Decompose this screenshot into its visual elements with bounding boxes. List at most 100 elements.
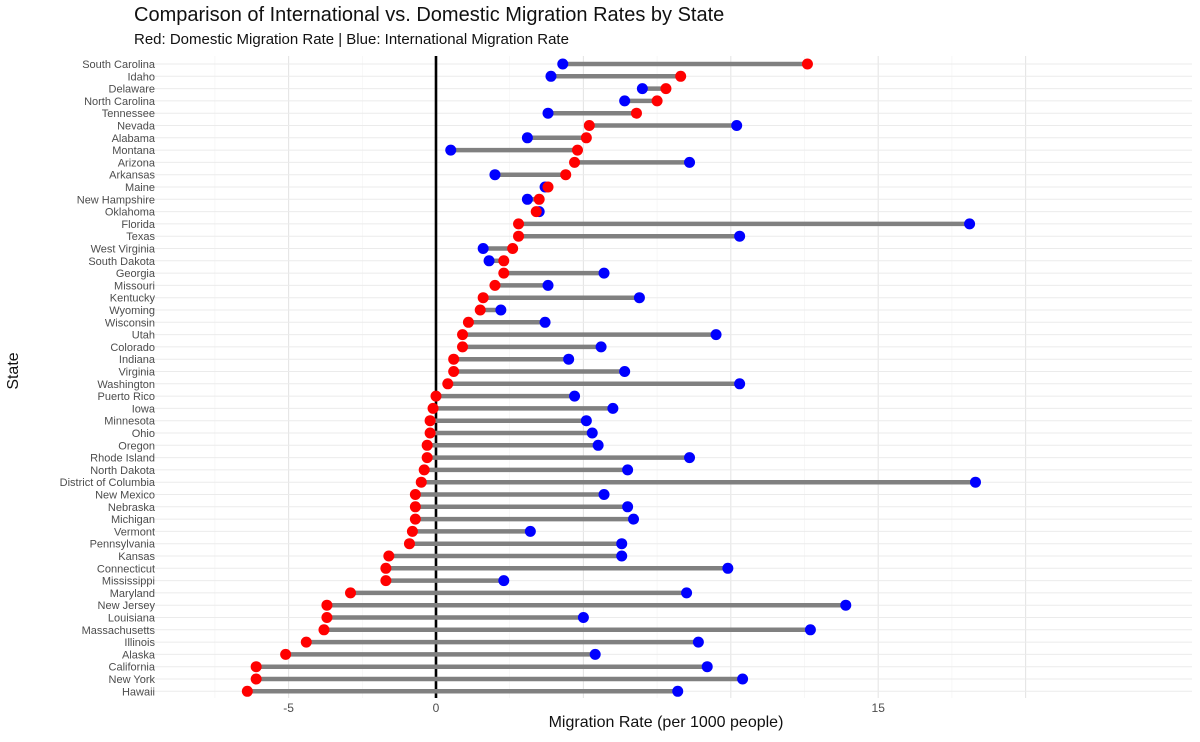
international-point-georgia — [598, 267, 610, 279]
domestic-point-michigan — [409, 513, 421, 525]
x-axis-label: Migration Rate (per 1000 people) — [548, 714, 784, 731]
domestic-point-idaho — [675, 70, 687, 82]
domestic-point-minnesota — [424, 415, 436, 427]
international-point-washington — [734, 378, 746, 390]
international-point-utah — [710, 329, 722, 341]
international-point-south-carolina — [557, 58, 569, 70]
international-point-kentucky — [633, 292, 645, 304]
international-point-missouri — [542, 279, 554, 291]
domestic-point-tennessee — [630, 107, 642, 119]
y-tick-label: New Hampshire — [77, 194, 155, 206]
domestic-point-texas — [513, 230, 525, 242]
international-point-alabama — [521, 132, 533, 144]
international-point-new-mexico — [598, 489, 610, 500]
international-point-massachusetts — [804, 624, 816, 636]
y-tick-label: Idaho — [127, 71, 155, 83]
y-tick-label: Illinois — [124, 637, 155, 649]
y-tick-label: Montana — [112, 145, 156, 157]
international-point-new-york — [737, 673, 749, 685]
y-tick-label: Hawaii — [122, 686, 155, 698]
y-tick-label: South Carolina — [82, 59, 156, 71]
international-point-virginia — [619, 366, 631, 377]
y-tick-label: Maryland — [110, 588, 155, 600]
international-point-maryland — [681, 587, 693, 599]
y-tick-label: Delaware — [109, 84, 155, 96]
y-tick-label: District of Columbia — [60, 477, 156, 489]
y-tick-label: Vermont — [114, 526, 155, 538]
domestic-point-arizona — [569, 156, 581, 168]
domestic-point-indiana — [448, 353, 460, 365]
y-tick-label: Iowa — [132, 403, 156, 415]
y-tick-label: Texas — [126, 231, 155, 243]
domestic-point-oklahoma — [530, 206, 542, 218]
international-point-oregon — [592, 439, 604, 451]
y-tick-label: Alaska — [122, 649, 156, 661]
y-tick-label: New Jersey — [98, 600, 156, 612]
international-point-nevada — [731, 120, 743, 131]
international-point-west-virginia — [477, 243, 489, 254]
domestic-point-massachusetts — [318, 624, 330, 636]
y-tick-label: Nebraska — [108, 502, 156, 514]
x-tick-label: 15 — [872, 701, 886, 715]
domestic-point-hawaii — [241, 685, 253, 697]
y-tick-label: Ohio — [132, 428, 155, 440]
international-point-south-dakota — [483, 255, 495, 267]
international-point-montana — [445, 144, 457, 156]
international-point-connecticut — [722, 562, 734, 574]
international-point-idaho — [545, 70, 557, 82]
international-point-north-carolina — [619, 95, 631, 107]
domestic-point-florida — [513, 218, 525, 230]
domestic-point-north-carolina — [651, 95, 663, 107]
domestic-point-south-dakota — [498, 255, 510, 267]
domestic-point-virginia — [448, 366, 460, 377]
y-tick-label: Oklahoma — [105, 207, 156, 219]
y-tick-label: Utah — [132, 330, 155, 342]
international-point-arkansas — [489, 169, 501, 181]
y-tick-label: Kentucky — [110, 293, 156, 305]
y-tick-label: Colorado — [110, 342, 155, 354]
domestic-point-kansas — [383, 550, 395, 562]
domestic-point-new-mexico — [409, 489, 421, 500]
domestic-point-new-jersey — [321, 599, 333, 611]
y-tick-label: Arkansas — [109, 170, 155, 182]
international-point-north-dakota — [622, 464, 634, 476]
international-point-district-of-columbia — [969, 476, 981, 488]
domestic-point-nebraska — [409, 501, 421, 513]
domestic-point-iowa — [427, 402, 439, 414]
international-point-kansas — [616, 550, 628, 562]
international-point-new-jersey — [840, 599, 852, 611]
y-tick-label: Massachusetts — [82, 625, 156, 637]
domestic-point-puerto-rico — [430, 390, 442, 402]
domestic-point-washington — [442, 378, 454, 390]
international-point-minnesota — [580, 415, 592, 427]
y-tick-label: Mississippi — [102, 576, 155, 588]
domestic-point-new-york — [250, 673, 262, 685]
y-tick-label: South Dakota — [88, 256, 156, 268]
domestic-point-nevada — [583, 120, 595, 131]
y-tick-label: New Mexico — [95, 490, 155, 502]
domestic-point-west-virginia — [507, 243, 519, 254]
y-tick-label: North Dakota — [90, 465, 156, 477]
domestic-point-delaware — [660, 83, 672, 95]
international-point-pennsylvania — [616, 538, 628, 550]
international-point-puerto-rico — [569, 390, 581, 402]
international-point-texas — [734, 230, 746, 242]
y-tick-label: Minnesota — [104, 416, 156, 428]
x-tick-label: -5 — [283, 701, 294, 715]
domestic-point-alabama — [580, 132, 592, 144]
y-tick-label: Arizona — [118, 157, 156, 169]
international-point-arizona — [684, 156, 696, 168]
x-tick-label: 0 — [433, 701, 440, 715]
domestic-point-utah — [457, 329, 469, 341]
y-tick-label: Georgia — [116, 268, 156, 280]
y-tick-label: Tennessee — [102, 108, 155, 120]
y-tick-label: Florida — [121, 219, 156, 231]
domestic-point-montana — [572, 144, 584, 156]
international-point-iowa — [607, 402, 619, 414]
y-tick-label: Wyoming — [109, 305, 155, 317]
chart-title: Comparison of International vs. Domestic… — [134, 4, 725, 26]
y-tick-label: Kansas — [118, 551, 155, 563]
domestic-point-arkansas — [560, 169, 572, 181]
domestic-point-colorado — [457, 341, 469, 353]
y-tick-label: Puerto Rico — [98, 391, 155, 403]
